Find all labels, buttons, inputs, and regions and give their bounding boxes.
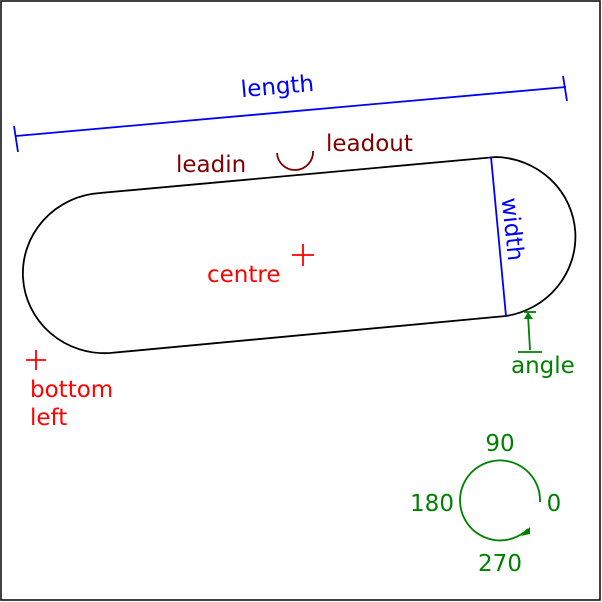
bottom-left-marker: [26, 350, 46, 370]
width-dimension: [490, 156, 507, 317]
compass-arc: [459, 459, 541, 542]
centre-marker: [292, 244, 314, 266]
compass-label-south: 270: [478, 551, 522, 577]
angle-indicator: [518, 311, 542, 353]
slot-outline: [21, 156, 577, 355]
leadin-label: leadin: [176, 152, 246, 178]
centre-label: centre: [207, 262, 281, 288]
angle-label: angle: [511, 353, 575, 379]
left-label: left: [30, 405, 67, 431]
compass-label-east: 0: [547, 491, 562, 517]
compass-label-north: 90: [485, 431, 514, 457]
lead-arc: [276, 150, 314, 171]
compass-label-west: 180: [410, 491, 454, 517]
angle-arrowhead: [524, 312, 533, 319]
bottom-label: bottom: [30, 377, 113, 403]
length-dimension: [13, 75, 568, 153]
compass-arrowhead: [521, 527, 530, 536]
length-label: length: [240, 71, 315, 103]
leadout-label: leadout: [326, 131, 413, 157]
